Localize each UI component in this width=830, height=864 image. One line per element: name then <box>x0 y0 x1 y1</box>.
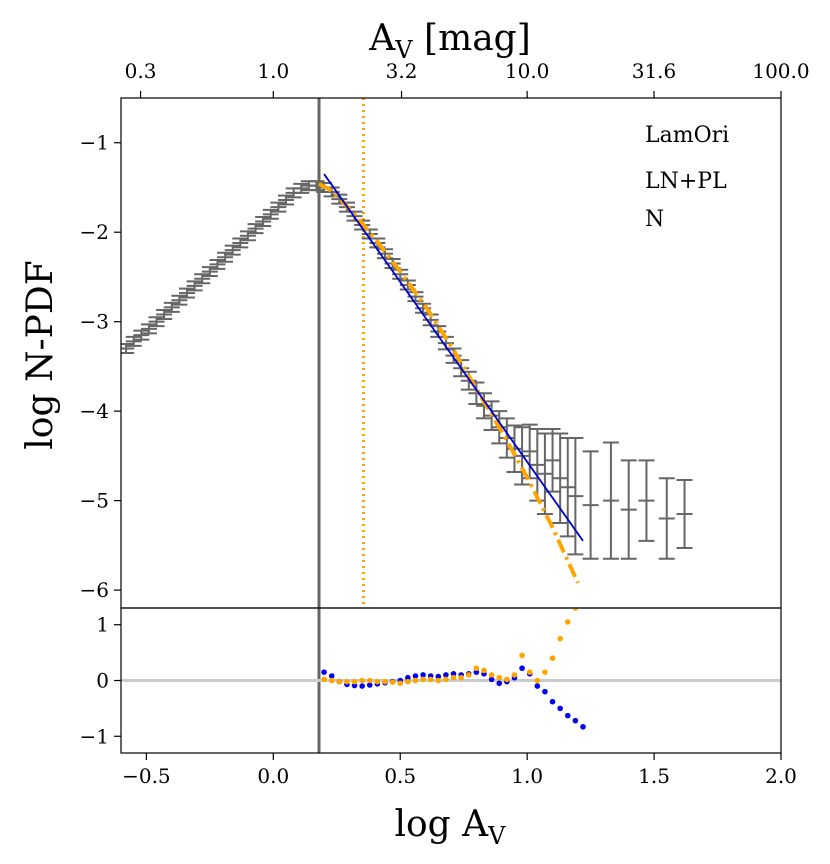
top-axis-title-main: A <box>368 18 396 59</box>
y-tick-label: −4 <box>80 399 109 423</box>
data-errorbar <box>603 442 619 558</box>
x-axis-title-main: log A <box>394 804 489 845</box>
y-tick-label: −5 <box>80 489 109 513</box>
lnpl-residual-point <box>527 669 533 675</box>
data-errorbar <box>638 460 654 541</box>
x-axis-title-subscript: V <box>487 822 506 850</box>
data-errorbar <box>621 460 637 558</box>
data-errorbar <box>545 429 561 492</box>
residual-panel: 1 0 −1 −0.5 0.0 0.5 1.0 1.5 2.0 <box>80 605 797 788</box>
lnpl-residual-point <box>420 677 426 683</box>
lnpl-residual-point <box>489 672 495 678</box>
pl-residual-point <box>519 665 525 671</box>
residual-y-tick-label: 0 <box>96 669 109 693</box>
lnpl-residual-point <box>329 678 335 684</box>
top-axis-title-unit: [mag] <box>413 18 531 59</box>
x-tick-label: 1.5 <box>638 764 670 788</box>
top-tick-label: 31.6 <box>632 59 677 83</box>
y-axis-title: log N-PDF <box>20 260 61 449</box>
x-tick-label: 2.0 <box>765 764 797 788</box>
top-axis-title: AV [mag] <box>368 18 531 64</box>
lnpl-residual-point <box>557 636 563 642</box>
lnpl-residual-point <box>481 668 487 674</box>
lnpl-residual-point <box>367 678 373 684</box>
lnpl-residual-point <box>390 679 396 685</box>
annotation-region: LamOri <box>645 123 729 148</box>
lnpl-residual-point <box>496 675 502 681</box>
x-tick-label: 0.5 <box>384 764 416 788</box>
annotation-block: LamOri LN+PL N <box>645 123 729 232</box>
data-errorbar <box>677 480 693 548</box>
lnpl-residual-point <box>359 678 365 684</box>
lnpl-residual-point <box>550 655 556 661</box>
top-tick-label: 0.3 <box>125 59 157 83</box>
lnpl-residual-point <box>535 678 541 684</box>
lnpl-residual-point <box>321 677 327 683</box>
pl-residual-point <box>557 706 563 712</box>
lnpl-residual-point <box>474 665 480 671</box>
pl-residual-point <box>550 699 556 705</box>
top-tick-label: 10.0 <box>505 59 550 83</box>
lnpl-residual-point <box>337 679 343 685</box>
annotation-flag: N <box>645 207 664 232</box>
x-tick-label: 1.0 <box>511 764 543 788</box>
lnpl-residual-point <box>512 672 518 678</box>
lnpl-residual-point <box>436 678 442 684</box>
lnpl-residual-point <box>504 677 510 683</box>
lnpl-residual-point <box>413 678 419 684</box>
annotation-model: LN+PL <box>645 169 727 194</box>
lnpl-fit-line <box>319 184 578 583</box>
y-tick-label: −6 <box>80 578 109 602</box>
data-errorbar <box>583 451 599 558</box>
data-errorbar <box>133 331 149 340</box>
lnpl-residual-point <box>565 619 571 625</box>
pl-residual-point <box>359 683 365 689</box>
data-errorbar <box>560 438 576 536</box>
lnpl-residual-point <box>375 679 381 685</box>
pl-residual-point <box>565 713 571 719</box>
top-tick-label: 1.0 <box>257 59 289 83</box>
pl-residual-point <box>542 689 548 695</box>
residual-y-tick-label: 1 <box>96 613 109 637</box>
y-tick-label: −3 <box>80 310 109 334</box>
pl-residual-point <box>573 718 579 724</box>
pl-residual-point <box>496 680 502 686</box>
lnpl-residual-point <box>428 677 434 683</box>
top-axis-title-subscript: V <box>394 36 413 64</box>
pl-residual-point <box>580 724 586 730</box>
x-axis-title: log AV <box>394 804 506 850</box>
lnpl-residual-point <box>382 679 388 685</box>
lnpl-residual-point <box>405 679 411 685</box>
main-panel: −1 −2 −3 −4 −5 −6 0.3 1.0 3.2 10.0 31.6 100.0 LamO… <box>80 59 810 608</box>
y-tick-label: −1 <box>80 131 109 155</box>
lnpl-residual-point <box>542 669 548 675</box>
lnpl-residual-point <box>519 653 525 659</box>
residual-y-tick-label: −1 <box>80 724 109 748</box>
lnpl-residual-point <box>397 680 403 686</box>
top-tick-label: 100.0 <box>752 59 809 83</box>
lnpl-residual-point <box>458 675 464 681</box>
x-tick-label: 0.0 <box>257 764 289 788</box>
data-errorbar <box>659 478 675 559</box>
lnpl-residual-point <box>344 679 350 685</box>
lnpl-residual-point <box>352 679 358 685</box>
lnpl-residual-point <box>443 677 449 683</box>
pl-residual-point <box>321 669 327 675</box>
x-tick-label: −0.5 <box>122 764 171 788</box>
lnpl-residual-point <box>451 675 457 681</box>
pl-residual-point <box>535 683 541 689</box>
data-errorbar <box>529 429 545 501</box>
lnpl-residual-point <box>466 672 472 678</box>
figure: −1−2−3−4−5−6 0.3 1.0 3.2 10.0 31.6 100.0 LamO… <box>0 0 830 864</box>
y-tick-label: −2 <box>80 220 109 244</box>
data-errorbar <box>506 425 522 472</box>
